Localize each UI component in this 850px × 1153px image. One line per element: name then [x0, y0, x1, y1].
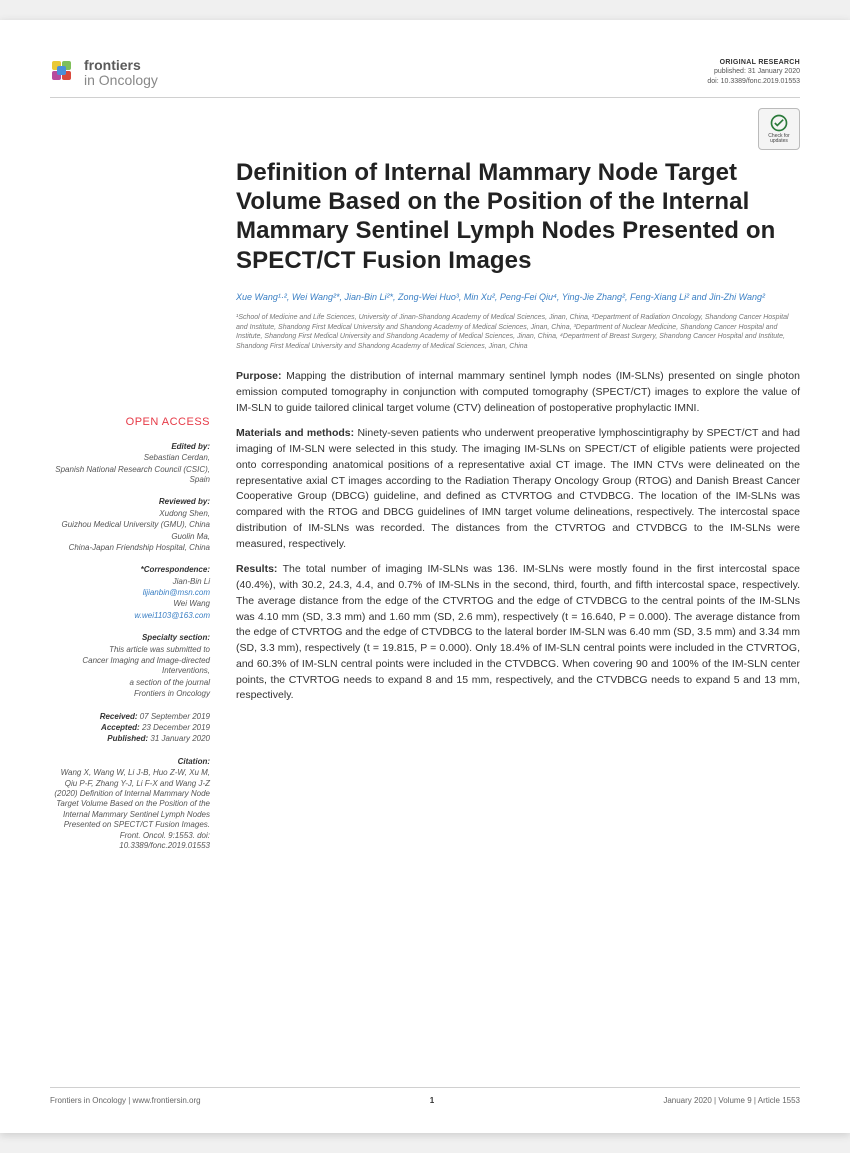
edited-by-head: Edited by:: [50, 442, 210, 452]
specialty-l2: Cancer Imaging and Image-directed Interv…: [50, 656, 210, 677]
correspondence-block: *Correspondence: Jian-Bin Li lijianbin@m…: [50, 565, 210, 621]
header-divider: [50, 97, 800, 98]
main-grid: OPEN ACCESS Edited by: Sebastian Cerdan,…: [50, 158, 800, 864]
journal-name-bold: frontiers: [84, 57, 141, 73]
footer-right: January 2020 | Volume 9 | Article 1553: [663, 1096, 800, 1105]
abstract-methods: Materials and methods: Ninety-seven pati…: [236, 426, 800, 552]
reviewer-2-affiliation: China-Japan Friendship Hospital, China: [50, 543, 210, 553]
corr-1-name: Jian-Bin Li: [50, 577, 210, 587]
open-access-label: OPEN ACCESS: [50, 416, 210, 428]
doi-link[interactable]: doi: 10.3389/fonc.2019.01553: [707, 77, 800, 86]
content-column: Definition of Internal Mammary Node Targ…: [236, 158, 800, 864]
sidebar: OPEN ACCESS Edited by: Sebastian Cerdan,…: [50, 158, 210, 864]
header-row: frontiers in Oncology ORIGINAL RESEARCH …: [50, 58, 800, 89]
page-footer: Frontiers in Oncology | www.frontiersin.…: [50, 1087, 800, 1105]
publication-date: published: 31 January 2020: [707, 67, 800, 76]
corr-2-name: Wei Wang: [50, 599, 210, 609]
reviewer-1-affiliation: Guizhou Medical University (GMU), China: [50, 520, 210, 530]
page-number: 1: [430, 1096, 434, 1105]
edited-by-block: Edited by: Sebastian Cerdan, Spanish Nat…: [50, 442, 210, 486]
corr-2-email[interactable]: w.wei1103@163.com: [50, 611, 210, 621]
citation-block: Citation: Wang X, Wang W, Li J-B, Huo Z-…: [50, 757, 210, 852]
specialty-l3: a section of the journal: [50, 678, 210, 688]
author-list: Xue Wang¹·², Wei Wang²*, Jian-Bin Li²*, …: [236, 291, 800, 304]
footer-left[interactable]: Frontiers in Oncology | www.frontiersin.…: [50, 1096, 201, 1105]
reviewer-2-name: Guolin Ma,: [50, 532, 210, 542]
abstract-results: Results: The total number of imaging IM-…: [236, 562, 800, 704]
check-updates-container: Check forupdates: [50, 108, 800, 150]
methods-head: Materials and methods:: [236, 427, 357, 439]
article-title: Definition of Internal Mammary Node Targ…: [236, 158, 800, 275]
purpose-body: Mapping the distribution of internal mam…: [236, 370, 800, 414]
published-date: Published: 31 January 2020: [50, 734, 210, 744]
check-label: Check forupdates: [768, 134, 789, 144]
affiliations: ¹School of Medicine and Life Sciences, U…: [236, 313, 800, 351]
journal-name: frontiers in Oncology: [84, 58, 158, 89]
article-category: ORIGINAL RESEARCH: [707, 58, 800, 67]
results-body: The total number of imaging IM-SLNs was …: [236, 563, 800, 701]
results-head: Results:: [236, 563, 283, 575]
reviewed-by-block: Reviewed by: Xudong Shen, Guizhou Medica…: [50, 497, 210, 553]
page: frontiers in Oncology ORIGINAL RESEARCH …: [0, 20, 850, 1133]
abstract-purpose: Purpose: Mapping the distribution of int…: [236, 369, 800, 416]
methods-body: Ninety-seven patients who underwent preo…: [236, 427, 800, 549]
check-for-updates-button[interactable]: Check forupdates: [758, 108, 800, 150]
corr-1-email[interactable]: lijianbin@msn.com: [50, 588, 210, 598]
specialty-l4: Frontiers in Oncology: [50, 689, 210, 699]
crossmark-icon: [769, 113, 789, 133]
specialty-head: Specialty section:: [50, 633, 210, 643]
journal-logo: frontiers in Oncology: [50, 58, 158, 89]
reviewed-by-head: Reviewed by:: [50, 497, 210, 507]
editor-name: Sebastian Cerdan,: [50, 453, 210, 463]
publication-info: ORIGINAL RESEARCH published: 31 January …: [707, 58, 800, 86]
frontiers-logo-icon: [50, 59, 78, 87]
specialty-block: Specialty section: This article was subm…: [50, 633, 210, 699]
journal-name-thin: in Oncology: [84, 72, 158, 88]
purpose-head: Purpose:: [236, 370, 286, 382]
specialty-l1: This article was submitted to: [50, 645, 210, 655]
received-date: Received: 07 September 2019: [50, 712, 210, 722]
editor-affiliation: Spanish National Research Council (CSIC)…: [50, 465, 210, 486]
accepted-date: Accepted: 23 December 2019: [50, 723, 210, 733]
reviewer-1-name: Xudong Shen,: [50, 509, 210, 519]
correspondence-head: *Correspondence:: [50, 565, 210, 575]
citation-body: Wang X, Wang W, Li J-B, Huo Z-W, Xu M, Q…: [50, 768, 210, 851]
citation-head: Citation:: [50, 757, 210, 767]
dates-block: Received: 07 September 2019 Accepted: 23…: [50, 712, 210, 745]
